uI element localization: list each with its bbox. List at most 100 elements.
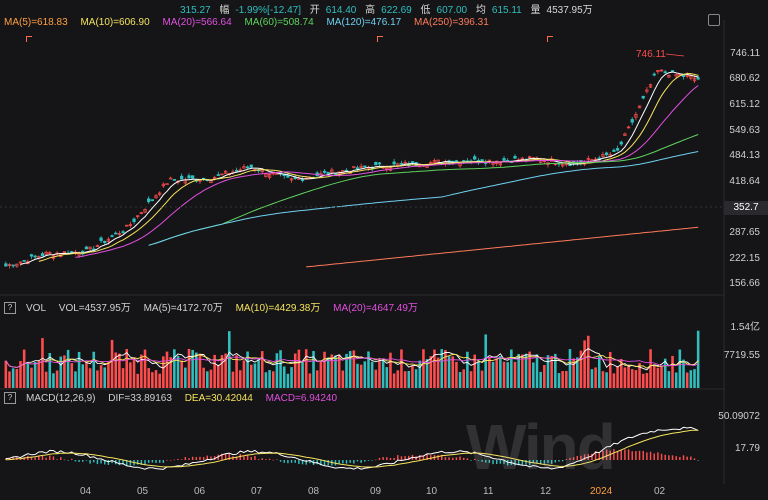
vol-value: 4537.95万 [546,5,593,16]
candle-body [117,233,122,235]
macd-bar [67,460,69,461]
x-tick: 07 [251,486,263,497]
candle-body [491,162,495,165]
macd-bar [93,460,95,463]
macd-tick: 50.09072 [718,411,760,422]
volume-bar [52,373,55,388]
macd-bar [56,459,58,460]
macd-bar [441,454,443,460]
volume-bar [169,357,172,388]
macd-name: MACD(12,26,9) [26,392,96,404]
macd-bar [173,459,176,461]
volume-bar [568,349,572,388]
high-marker-arrow [665,53,685,57]
volume-bar [96,370,99,388]
macd-bar [71,458,73,460]
macd-bar [408,455,410,460]
vol-ma20-label: MA(20)=4647.49万 [333,303,418,314]
macd-bar [547,460,549,463]
macd-bar [268,458,271,460]
volume-bar [180,360,183,388]
help-icon[interactable]: ? [4,392,16,404]
macd-bar [349,460,351,463]
volume-bar [11,368,15,388]
volume-bar [370,361,374,388]
macd-bar [34,457,36,460]
volume-bar [286,373,290,388]
macd-bar [364,460,366,462]
ma5-label: MA(5)=618.83 [4,17,68,28]
candle-body [161,183,165,187]
volume-bar [510,349,513,388]
macd-bar [620,449,622,460]
volume-bar [645,373,649,388]
macd-bar [679,456,681,460]
candle-body [7,264,12,266]
candle-body [377,162,382,165]
volume-bar [114,352,118,388]
volume-bar [554,353,557,388]
candle-body [125,224,129,227]
volume-bar [466,351,469,388]
volume-bar [499,356,502,388]
candle-body [48,252,52,254]
candle-body [374,161,378,166]
x-tick: 12 [540,486,552,497]
volume-bar [55,370,59,388]
candle-body [234,170,239,172]
volume-bar [418,360,422,388]
volume-bar [319,361,323,388]
volume-bar [231,371,235,388]
volume-bar [550,355,553,388]
macd-bar [122,460,124,465]
price-tick: 549.63 [729,125,760,136]
volume-bar [594,367,597,388]
volume-bar [323,351,326,388]
range-bracket-icon [377,36,383,42]
macd-bar [660,453,663,460]
help-icon[interactable]: ? [4,302,16,315]
macd-bar [250,457,252,460]
macd-bar [426,454,428,460]
volume-bar [641,373,645,388]
volume-bar [491,361,495,388]
dif-label: DIF=33.89163 [108,392,172,404]
macd-bar [301,460,304,465]
fullscreen-icon[interactable] [708,14,720,26]
volume-bar [184,367,187,388]
volume-bar [154,370,158,388]
candle-body [289,178,294,181]
volume-bar [576,357,579,388]
macd-bar [125,460,128,466]
ma-legend: MA(5)=618.83 MA(10)=606.90 MA(20)=566.64… [4,17,499,28]
volume-bar [70,363,74,388]
macd-bar [499,460,502,464]
volume-bar [638,363,641,388]
macd-bar [298,460,300,465]
volume-bar [242,360,246,388]
macd-bar [243,456,245,460]
volume-bar [121,368,125,388]
macd-bar [514,460,516,466]
volume-bar [392,373,396,388]
macd-bar [235,456,238,460]
macd-bar [144,460,146,466]
volume-bar [572,358,575,388]
ma250-line [306,226,699,268]
macd-bar [265,459,267,460]
volume-bar [630,369,634,388]
candle-body [165,183,169,186]
macd-bar [598,452,600,460]
candle-body [238,169,242,172]
macd-bar [646,452,648,460]
volume-bar [436,357,440,388]
macd-bar [693,458,696,460]
volume-bar [213,354,216,388]
candle-body [172,179,176,181]
candle-body [656,69,660,73]
volume-bar [488,357,491,388]
volume-bar [411,366,414,388]
macd-bar [356,460,359,462]
